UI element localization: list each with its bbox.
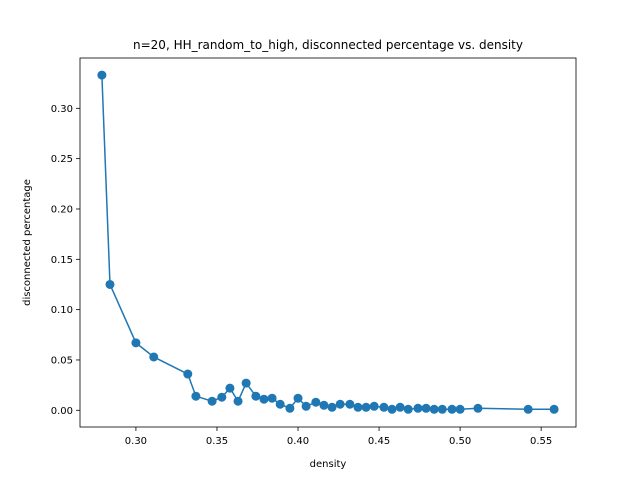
data-point (353, 402, 363, 412)
x-tick-label: 0.35 (206, 436, 228, 447)
data-point (335, 399, 345, 409)
data-point (413, 403, 423, 413)
x-tick-label: 0.30 (125, 436, 147, 447)
data-point (549, 404, 559, 414)
data-point (379, 402, 389, 412)
data-point (275, 399, 285, 409)
data-point (447, 404, 457, 414)
data-point (97, 70, 107, 80)
data-point (395, 402, 405, 412)
data-point (131, 338, 141, 348)
y-tick-label: 0.10 (51, 305, 73, 316)
y-axis-label: disconnected percentage (22, 179, 33, 306)
data-point (241, 378, 251, 388)
chart-title: n=20, HH_random_to_high, disconnected pe… (133, 38, 523, 52)
x-tick-label: 0.50 (449, 436, 471, 447)
data-point (191, 391, 201, 401)
data-point (285, 403, 295, 413)
x-axis-label: density (310, 459, 347, 470)
y-tick-label: 0.00 (51, 406, 73, 417)
data-point (293, 393, 303, 403)
x-tick-label: 0.55 (530, 436, 552, 447)
data-point (403, 404, 413, 414)
data-point (225, 383, 235, 393)
data-point (437, 404, 447, 414)
data-point (319, 400, 329, 410)
data-point (105, 279, 115, 289)
data-point (429, 404, 439, 414)
y-tick-label: 0.05 (51, 355, 73, 366)
data-point (259, 394, 269, 404)
data-point (345, 399, 355, 409)
data-point (455, 404, 465, 414)
y-tick-label: 0.30 (51, 104, 73, 115)
x-tick-label: 0.40 (287, 436, 309, 447)
data-point (311, 397, 321, 407)
x-axis: 0.30 0.35 0.40 0.45 0.50 0.55 (125, 427, 552, 447)
data-point (421, 403, 431, 413)
data-point (327, 402, 337, 412)
x-tick-label: 0.45 (368, 436, 390, 447)
data-point (149, 352, 159, 362)
data-point (267, 393, 277, 403)
data-point (301, 401, 311, 411)
axes-frame (79, 57, 577, 428)
data-point (361, 402, 371, 412)
data-point (387, 404, 397, 414)
data-point (369, 401, 379, 411)
y-tick-label: 0.20 (51, 204, 73, 215)
data-point (217, 392, 227, 402)
y-axis: 0.00 0.05 0.10 0.15 0.20 0.25 0.30 (51, 104, 80, 417)
plot-area (97, 70, 559, 414)
data-point (207, 396, 217, 406)
data-point (523, 404, 533, 414)
data-point (233, 396, 243, 406)
data-point (251, 391, 261, 401)
y-tick-label: 0.25 (51, 154, 73, 165)
y-tick-label: 0.15 (51, 255, 73, 266)
data-point (183, 369, 193, 379)
data-point (473, 403, 483, 413)
